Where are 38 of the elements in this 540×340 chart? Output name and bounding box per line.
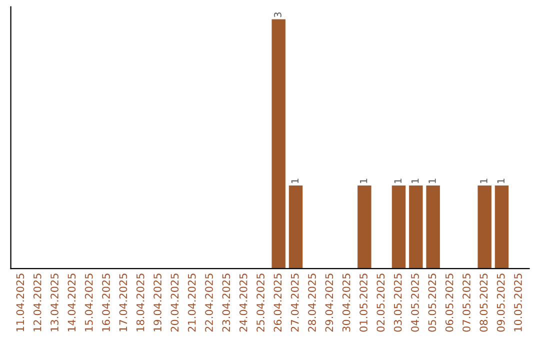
x-tick-label: 03.05.2025 <box>394 274 402 332</box>
data-label: 1 <box>291 178 298 184</box>
x-tick-label: 13.04.2025 <box>50 274 58 332</box>
x-tick-label: 16.04.2025 <box>102 274 110 332</box>
x-tick-label: 28.04.2025 <box>308 274 316 332</box>
x-tick-label: 11.04.2025 <box>16 274 24 332</box>
data-label: 1 <box>497 178 504 184</box>
x-tick-label: 09.05.2025 <box>496 274 505 332</box>
x-tick-label: 19.04.2025 <box>154 274 162 332</box>
data-label: 1 <box>428 178 436 184</box>
x-tick-label: 25.04.2025 <box>256 274 264 332</box>
data-label: 1 <box>360 178 368 184</box>
x-tick-label: 12.04.2025 <box>33 274 42 332</box>
x-tick-label: 23.04.2025 <box>222 274 230 332</box>
x-tick-label: 26.04.2025 <box>274 274 282 332</box>
x-tick-label: 06.05.2025 <box>445 274 454 332</box>
data-label: 1 <box>394 178 402 184</box>
x-tick-label: 04.05.2025 <box>411 274 419 332</box>
data-label: 3 <box>274 12 282 18</box>
x-tick-label: 02.05.2025 <box>376 274 385 332</box>
data-label: 1 <box>412 178 419 184</box>
x-tick-label: 29.04.2025 <box>325 274 334 332</box>
data-label: 1 <box>480 178 488 184</box>
x-tick-label: 27.04.2025 <box>290 274 299 332</box>
x-tick-label: 30.04.2025 <box>342 274 350 332</box>
x-tick-label: 07.05.2025 <box>462 274 470 332</box>
x-tick-label: 05.05.2025 <box>428 274 436 332</box>
x-tick-label: 10.05.2025 <box>514 274 522 332</box>
x-tick-label: 22.04.2025 <box>205 274 213 332</box>
x-tick-label: 21.04.2025 <box>188 274 196 332</box>
x-tick-label: 14.04.2025 <box>68 274 76 332</box>
x-tick-label: 01.05.2025 <box>360 274 368 332</box>
x-tick-label: 15.04.2025 <box>84 274 93 332</box>
x-tick-label: 08.05.2025 <box>480 274 488 332</box>
x-tick-label: 20.04.2025 <box>170 274 179 332</box>
x-tick-label: 24.04.2025 <box>239 274 248 332</box>
x-tick-label: 17.04.2025 <box>119 274 128 332</box>
x-tick-label: 18.04.2025 <box>136 274 144 332</box>
